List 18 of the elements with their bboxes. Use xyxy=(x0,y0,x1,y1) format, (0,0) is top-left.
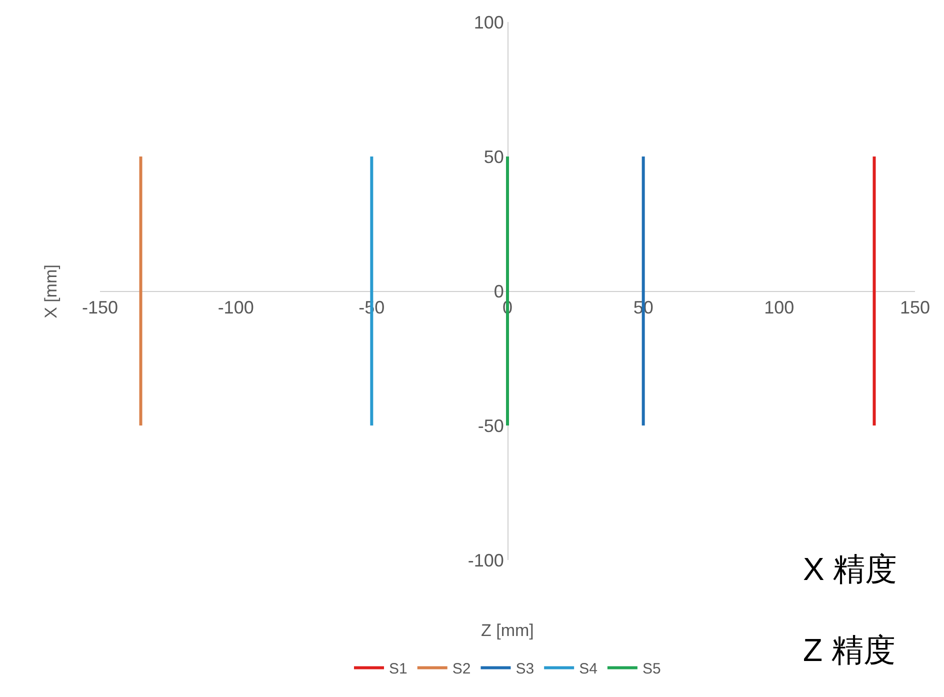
legend-label: S5 xyxy=(642,660,661,678)
x-axis-title: Z [mm] xyxy=(481,621,534,640)
y-tick-label: 50 xyxy=(484,146,504,167)
y-tick-label: -100 xyxy=(468,550,504,570)
x-tick-label: -100 xyxy=(218,298,254,318)
annotation: X 精度 xyxy=(803,551,898,587)
x-tick-label: -150 xyxy=(82,298,118,318)
y-tick-label: 0 xyxy=(494,281,504,302)
y-tick-label: 100 xyxy=(474,12,504,32)
text: Z 精度 xyxy=(803,632,896,668)
legend-label: S2 xyxy=(452,660,471,678)
legend-label: S4 xyxy=(579,660,598,678)
y-tick-label: -50 xyxy=(478,416,504,436)
x-tick-label: 100 xyxy=(764,298,794,318)
y-axis-title: X [mm] xyxy=(41,264,60,318)
x-tick-label: 150 xyxy=(900,298,930,318)
legend-label: S1 xyxy=(389,660,408,678)
legend-label: S3 xyxy=(516,660,534,678)
